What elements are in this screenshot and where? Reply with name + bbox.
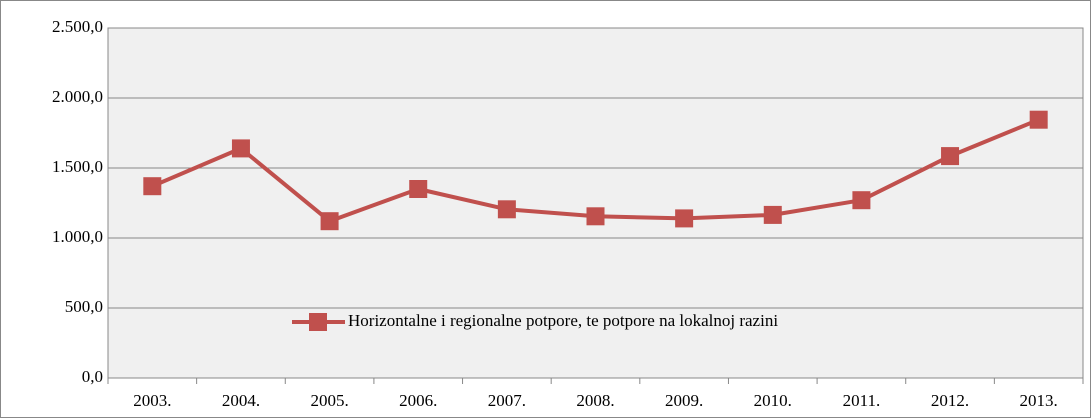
x-tick-label: 2012. <box>931 391 969 410</box>
legend-label: Horizontalne i regionalne potpore, te po… <box>348 311 778 330</box>
x-tick-label: 2006. <box>399 391 437 410</box>
x-tick-label: 2004. <box>222 391 260 410</box>
y-tick-label: 2.500,0 <box>52 17 103 36</box>
x-tick-label: 2005. <box>310 391 348 410</box>
marker <box>675 209 694 228</box>
marker <box>320 212 339 231</box>
x-tick-label: 2013. <box>1020 391 1058 410</box>
marker <box>941 147 960 166</box>
y-tick-label: 0,0 <box>82 367 103 386</box>
y-tick-label: 500,0 <box>65 297 103 316</box>
x-tick-label: 2011. <box>843 391 881 410</box>
marker <box>586 207 605 226</box>
marker <box>763 205 782 224</box>
marker <box>497 200 516 219</box>
x-tick-label: 2007. <box>488 391 526 410</box>
marker <box>231 139 250 158</box>
y-tick-label: 1.000,0 <box>52 227 103 246</box>
marker <box>143 177 162 196</box>
y-tick-label: 2.000,0 <box>52 87 103 106</box>
x-tick-label: 2003. <box>133 391 171 410</box>
marker <box>1029 110 1048 129</box>
marker <box>409 180 428 198</box>
plot-area <box>107 27 1084 379</box>
x-tick-label: 2009. <box>665 391 703 410</box>
x-tick-label: 2008. <box>576 391 614 410</box>
y-tick-label: 1.500,0 <box>52 157 103 176</box>
x-tick-label: 2010. <box>754 391 792 410</box>
legend-marker <box>309 313 327 331</box>
marker <box>852 191 871 210</box>
